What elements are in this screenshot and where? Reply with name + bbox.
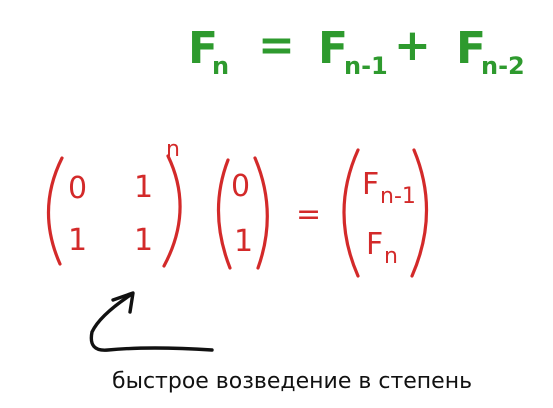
recurrence-term2-letter: F	[456, 23, 486, 74]
matrix-entry-r1c2: 1	[134, 170, 153, 205]
start-vector-left-paren	[216, 158, 232, 270]
result-vector-left-paren	[342, 148, 360, 278]
matrix-equation: 0 1 1 1 n 0 1 = F n-1 F n	[46, 137, 429, 278]
recurrence-term2-subscript: n-2	[481, 52, 525, 80]
fibonacci-recurrence: F n = F n-1 + F n-2	[188, 20, 525, 80]
recurrence-lhs-subscript: n	[212, 52, 229, 80]
recurrence-term1-letter: F	[318, 23, 348, 74]
result-vector-top-subscript: n-1	[380, 184, 416, 209]
matrix-entry-r2c2: 1	[134, 223, 153, 258]
recurrence-plus-sign: +	[394, 20, 431, 71]
start-vector-top: 0	[231, 169, 250, 204]
matrix-exponent: n	[166, 137, 180, 162]
recurrence-lhs-letter: F	[188, 23, 218, 74]
result-vector-right-paren	[410, 148, 429, 278]
matrix-right-paren	[162, 154, 182, 268]
result-vector-top-letter: F	[362, 167, 379, 202]
matrix-entry-r1c1: 0	[68, 171, 87, 206]
matrix-left-paren	[46, 156, 64, 266]
result-vector-bottom-letter: F	[366, 227, 383, 262]
start-vector-right-paren	[253, 156, 269, 270]
result-vector-bottom-subscript: n	[384, 244, 398, 269]
start-vector-bottom: 1	[234, 224, 253, 259]
matrix-entry-r2c1: 1	[68, 223, 87, 258]
annotation: быстрое возведение в степень	[89, 291, 472, 394]
recurrence-term1-subscript: n-1	[344, 52, 388, 80]
matrix-equals-sign: =	[296, 197, 321, 232]
recurrence-equals-sign: =	[258, 20, 295, 71]
curved-arrow-icon	[89, 291, 214, 352]
annotation-caption: быстрое возведение в степень	[112, 369, 472, 394]
